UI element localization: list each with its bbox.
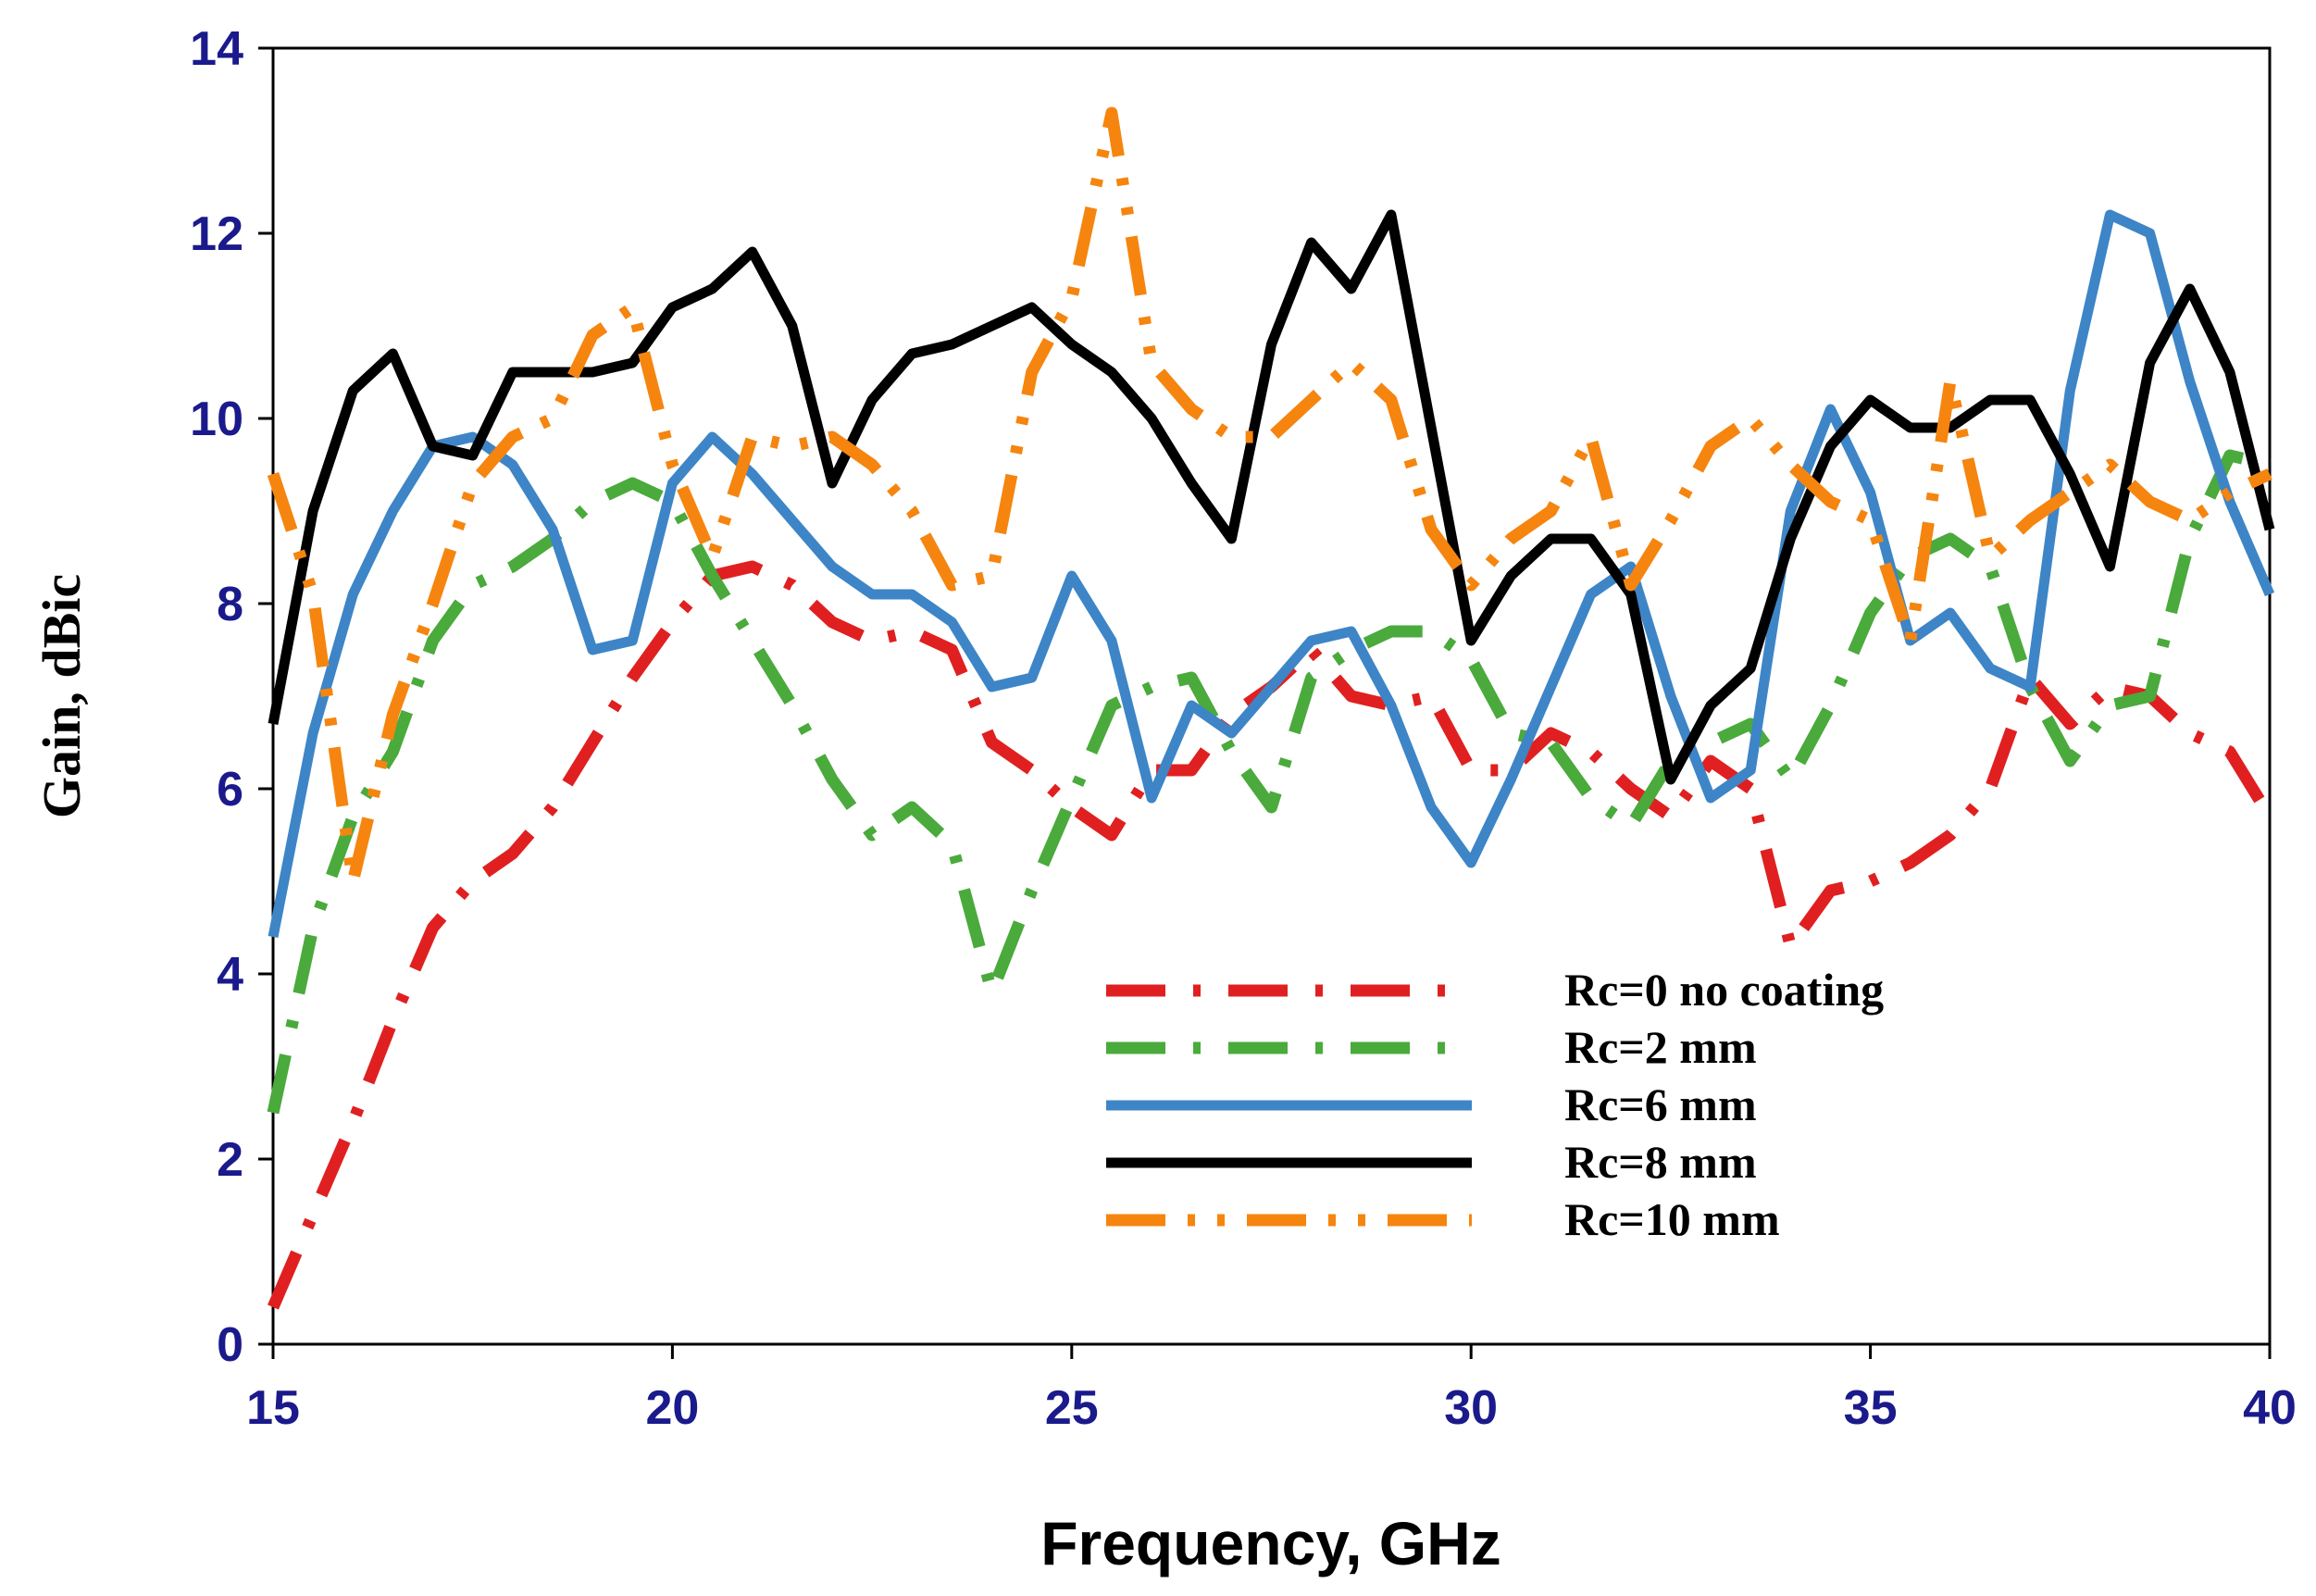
y-tick-label: 8 bbox=[217, 578, 243, 631]
legend-label-1: Rc=2 mm bbox=[1564, 1021, 1757, 1073]
x-tick-label: 25 bbox=[1045, 1381, 1099, 1435]
y-tick-label: 12 bbox=[190, 207, 243, 261]
y-tick-label: 0 bbox=[217, 1318, 243, 1372]
y-tick-label: 14 bbox=[190, 22, 243, 76]
x-axis-label: Frequency, GHz bbox=[1040, 1509, 1501, 1577]
x-tick-label: 40 bbox=[2243, 1381, 2297, 1435]
series-line-1 bbox=[267, 449, 2272, 1115]
x-tick-label: 15 bbox=[246, 1381, 300, 1435]
y-tick-label: 2 bbox=[217, 1133, 243, 1187]
y-axis-label: Gain, dBic bbox=[31, 574, 92, 818]
y-tick-label: 4 bbox=[217, 948, 243, 1002]
legend-label-3: Rc=8 mm bbox=[1564, 1136, 1757, 1188]
legend-label-4: Rc=10 mm bbox=[1564, 1193, 1780, 1245]
series-line-3 bbox=[268, 209, 2275, 785]
legend-label-2: Rc=6 mm bbox=[1564, 1079, 1757, 1130]
axis-layer bbox=[258, 46, 2272, 1359]
x-tick-label: 35 bbox=[1844, 1381, 1898, 1435]
x-tick-label: 20 bbox=[645, 1381, 699, 1435]
legend-label-0: Rc=0 no coating bbox=[1564, 964, 1884, 1016]
plot-area bbox=[271, 46, 2272, 1346]
x-tick-label: 30 bbox=[1444, 1381, 1498, 1435]
tick-label-layer: 0 2 4 6 8 10 12 14 15 20 25 30 35 40 bbox=[190, 22, 2297, 1435]
series-layer bbox=[267, 106, 2275, 1310]
series-line-2 bbox=[268, 209, 2275, 939]
y-tick-label: 10 bbox=[190, 393, 243, 446]
series-line-4 bbox=[267, 106, 2272, 888]
y-tick-label: 6 bbox=[217, 763, 243, 817]
